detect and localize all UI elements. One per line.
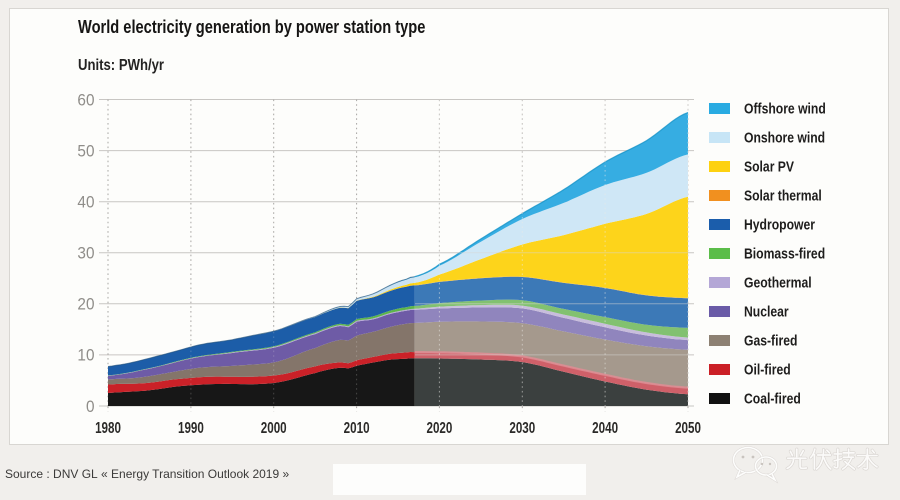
svg-text:Nuclear: Nuclear [744,304,789,320]
svg-text:2030: 2030 [509,419,535,436]
svg-text:2000: 2000 [261,419,287,436]
svg-text:1990: 1990 [178,419,204,436]
svg-text:2010: 2010 [344,419,370,436]
svg-text:2050: 2050 [675,419,701,436]
svg-text:2020: 2020 [426,419,452,436]
svg-text:30: 30 [77,245,94,263]
svg-text:Oil-fired: Oil-fired [744,362,791,378]
svg-text:Hydropower: Hydropower [744,217,815,233]
svg-text:Offshore wind: Offshore wind [744,101,826,117]
svg-text:0: 0 [86,398,95,416]
svg-text:40: 40 [77,194,94,212]
svg-text:50: 50 [77,143,94,161]
svg-text:60: 60 [77,92,94,110]
svg-text:Coal-fired: Coal-fired [744,391,801,407]
svg-text:Solar thermal: Solar thermal [744,188,822,204]
svg-text:Solar PV: Solar PV [744,159,794,175]
svg-text:Gas-fired: Gas-fired [744,333,797,349]
svg-text:2040: 2040 [592,419,618,436]
svg-text:Geothermal: Geothermal [744,275,812,291]
svg-text:10: 10 [77,347,94,365]
svg-text:Onshore wind: Onshore wind [744,130,825,146]
svg-text:20: 20 [77,296,94,314]
svg-text:Biomass-fired: Biomass-fired [744,246,825,262]
svg-text:1980: 1980 [95,419,121,436]
